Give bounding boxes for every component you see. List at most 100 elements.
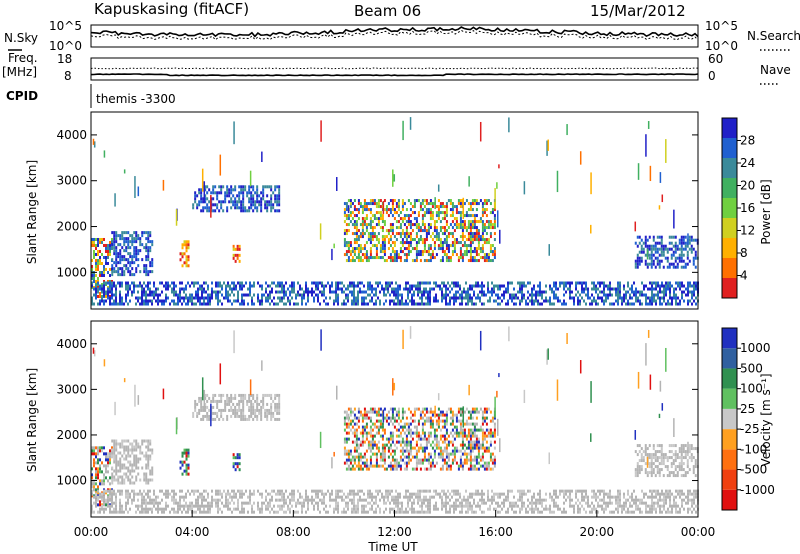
heatmap-cell — [687, 281, 689, 285]
heatmap-cell — [451, 428, 454, 432]
heatmap-cell — [220, 414, 223, 418]
heatmap-cell — [135, 454, 138, 458]
heatmap-cell — [250, 200, 253, 204]
heatmap-cell — [238, 253, 241, 257]
heatmap-cell — [230, 185, 233, 189]
heatmap-cell — [383, 449, 386, 453]
heatmap-cell — [135, 510, 137, 514]
heatmap-cell — [101, 290, 103, 294]
heatmap-cell — [685, 287, 687, 291]
heatmap-cell — [129, 270, 132, 274]
heatmap-cell — [485, 214, 488, 218]
heatmap-cell — [147, 273, 150, 277]
heatmap-cell — [91, 284, 93, 288]
heatmap-cell — [477, 232, 480, 236]
heatmap-cell — [471, 428, 474, 432]
heatmap-cell — [611, 287, 613, 291]
heatmap-cell — [266, 393, 269, 397]
heatmap-cell — [439, 446, 442, 450]
heatmap-cell — [656, 450, 659, 454]
heatmap-cell — [363, 452, 366, 456]
heatmap-cell — [119, 457, 122, 461]
heatmap-cell — [258, 411, 261, 415]
heatmap-cell — [143, 501, 145, 505]
heatmap-cell — [405, 464, 408, 468]
heatmap-cell — [333, 302, 335, 306]
heatmap-cell — [268, 411, 271, 415]
heatmap-cell — [121, 442, 124, 446]
heatmap-cell — [357, 296, 359, 300]
heatmap-cell — [662, 265, 665, 269]
heatmap-cell — [441, 211, 444, 215]
heatmap-cell — [655, 302, 657, 306]
heatmap-cell — [569, 290, 571, 294]
heatmap-cell — [204, 408, 207, 412]
heatmap-cell — [135, 439, 138, 443]
heatmap-cell — [397, 407, 400, 411]
heatmap-cell — [227, 293, 229, 297]
heatmap-cell — [183, 240, 186, 244]
heatmap-cell — [379, 211, 382, 215]
heatmap-cell — [623, 293, 625, 297]
heatmap-cell — [477, 440, 480, 444]
heatmap-cell — [355, 247, 358, 251]
heatmap-cell — [93, 279, 95, 283]
heatmap-cell — [367, 302, 369, 306]
heatmap-cell — [644, 468, 647, 472]
heatmap-cell — [151, 299, 153, 303]
heatmap-cell — [429, 296, 431, 300]
heatmap-cell — [459, 443, 462, 447]
heatmap-cell — [658, 474, 661, 478]
heatmap-cell — [171, 290, 173, 294]
heatmap-cell — [359, 244, 362, 248]
heatmap-cell — [603, 293, 605, 297]
heatmap-cell — [93, 255, 95, 259]
heatmap-cell — [491, 244, 494, 248]
heatmap-cell — [441, 296, 443, 300]
heatmap-cell — [105, 267, 107, 271]
heatmap-cell — [636, 235, 639, 239]
heatmap-cell — [111, 448, 114, 452]
heatmap-cell — [357, 458, 360, 462]
heatmap-cell — [459, 247, 462, 251]
heatmap-cell — [636, 462, 639, 466]
heatmap-cell — [487, 428, 490, 432]
heatmap-cell — [473, 293, 475, 297]
heatmap-cell — [357, 407, 360, 411]
heatmap-cell — [274, 200, 277, 204]
heatmap-cell — [640, 247, 643, 251]
heatmap-cell — [123, 169, 126, 174]
heatmap-cell — [638, 241, 641, 245]
heatmap-cell — [240, 399, 243, 403]
heatmap-cell — [654, 247, 657, 251]
heatmap-cell — [194, 399, 197, 403]
heatmap-cell — [645, 299, 647, 303]
heatmap-cell — [407, 425, 410, 429]
heatmap-cell — [411, 419, 414, 423]
heatmap-cell — [657, 296, 659, 300]
heatmap-cell — [658, 450, 661, 454]
heatmap-cell — [497, 302, 499, 306]
heatmap-cell — [383, 455, 386, 459]
heatmap-cell — [461, 220, 464, 224]
heatmap-cell — [429, 422, 432, 426]
heatmap-cell — [139, 451, 142, 455]
heatmap-cell — [133, 495, 135, 499]
heatmap-cell — [371, 229, 374, 233]
heatmap-cell — [119, 507, 121, 511]
heatmap-cell — [515, 302, 517, 306]
heatmap-cell — [223, 296, 225, 300]
heatmap-cell — [93, 510, 95, 514]
heatmap-cell — [133, 489, 135, 493]
heatmap-cell — [101, 495, 103, 499]
heatmap-cell — [465, 458, 468, 462]
heatmap-cell — [201, 287, 203, 291]
heatmap-cell — [633, 302, 635, 306]
heatmap-cell — [179, 504, 181, 508]
heatmap-cell — [425, 250, 428, 254]
heatmap-cell — [467, 452, 470, 456]
heatmap-cell — [689, 290, 691, 294]
heatmap-cell — [481, 214, 484, 218]
heatmap-cell — [109, 294, 111, 298]
heatmap-cell — [473, 202, 476, 206]
